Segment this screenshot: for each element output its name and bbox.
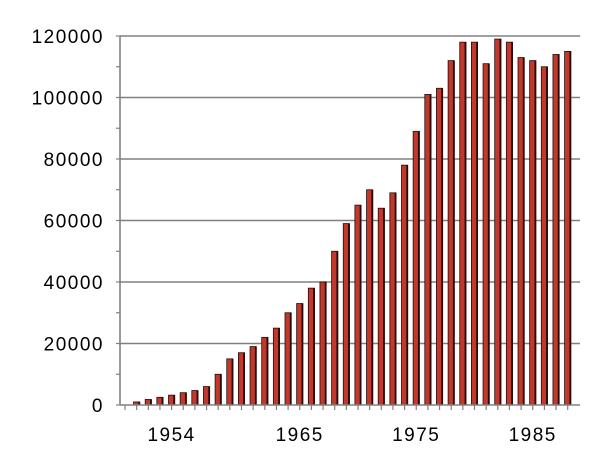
bar-edge bbox=[313, 288, 315, 405]
bar-edge bbox=[511, 42, 513, 406]
y-tick-label: 40000 bbox=[44, 273, 104, 294]
bar-edge bbox=[161, 397, 164, 405]
bar-edge bbox=[569, 51, 572, 405]
bar-edge bbox=[254, 346, 257, 405]
y-tick-label: 0 bbox=[92, 396, 104, 417]
bar-edge bbox=[487, 63, 490, 406]
y-tick-label: 100000 bbox=[32, 89, 104, 110]
x-tick-labels: 1954 1965 1975 1985 bbox=[147, 425, 557, 446]
x-ticks bbox=[124, 405, 569, 410]
bar-edge bbox=[522, 57, 525, 406]
bar-edge bbox=[208, 386, 211, 405]
bar-edge bbox=[324, 282, 327, 405]
bar-edge bbox=[348, 223, 350, 405]
grid-lines bbox=[120, 35, 580, 345]
y-tick-label: 120000 bbox=[32, 27, 104, 48]
bar-edge bbox=[534, 60, 537, 405]
y-tick-label: 60000 bbox=[44, 212, 104, 233]
bar-edge bbox=[138, 401, 141, 405]
bar-edge bbox=[359, 205, 362, 405]
y-tick-labels: 0 20000 40000 60000 80000 100000 120000 bbox=[32, 27, 104, 417]
bar-edge bbox=[499, 39, 502, 405]
x-tick-label: 1985 bbox=[509, 425, 557, 446]
bar-edge bbox=[196, 390, 199, 405]
x-tick-label: 1975 bbox=[392, 425, 440, 446]
bar-edge bbox=[383, 208, 385, 405]
bar-edge bbox=[231, 358, 234, 405]
bar-edge bbox=[406, 165, 409, 405]
y-tick-label: 80000 bbox=[44, 150, 104, 171]
bar-edge bbox=[184, 392, 187, 405]
bar-edge bbox=[266, 337, 269, 405]
bar-edge bbox=[173, 395, 176, 405]
bar-edge bbox=[557, 54, 560, 405]
bar-edge bbox=[476, 42, 478, 406]
bar-edge bbox=[452, 60, 455, 405]
bar-edge bbox=[289, 312, 292, 405]
bar-edge bbox=[441, 88, 444, 406]
bar-edge bbox=[301, 303, 304, 405]
bar-edge bbox=[429, 94, 432, 406]
x-tick-label: 1965 bbox=[276, 425, 324, 446]
bar-edge bbox=[394, 192, 397, 405]
bar-edge bbox=[243, 352, 245, 405]
bar-edge bbox=[219, 374, 222, 405]
bar-edge bbox=[417, 131, 420, 405]
axes bbox=[116, 35, 580, 410]
bar-edge bbox=[336, 251, 339, 405]
bar-edge bbox=[278, 328, 280, 405]
y-minor-ticks bbox=[116, 35, 120, 406]
bar-edge bbox=[546, 66, 548, 405]
x-tick-label: 1954 bbox=[147, 425, 195, 446]
bar-edge bbox=[371, 189, 374, 405]
bar-edge bbox=[464, 42, 467, 406]
bars bbox=[133, 38, 572, 406]
y-tick-label: 20000 bbox=[44, 335, 104, 356]
bar-edge bbox=[150, 399, 152, 405]
